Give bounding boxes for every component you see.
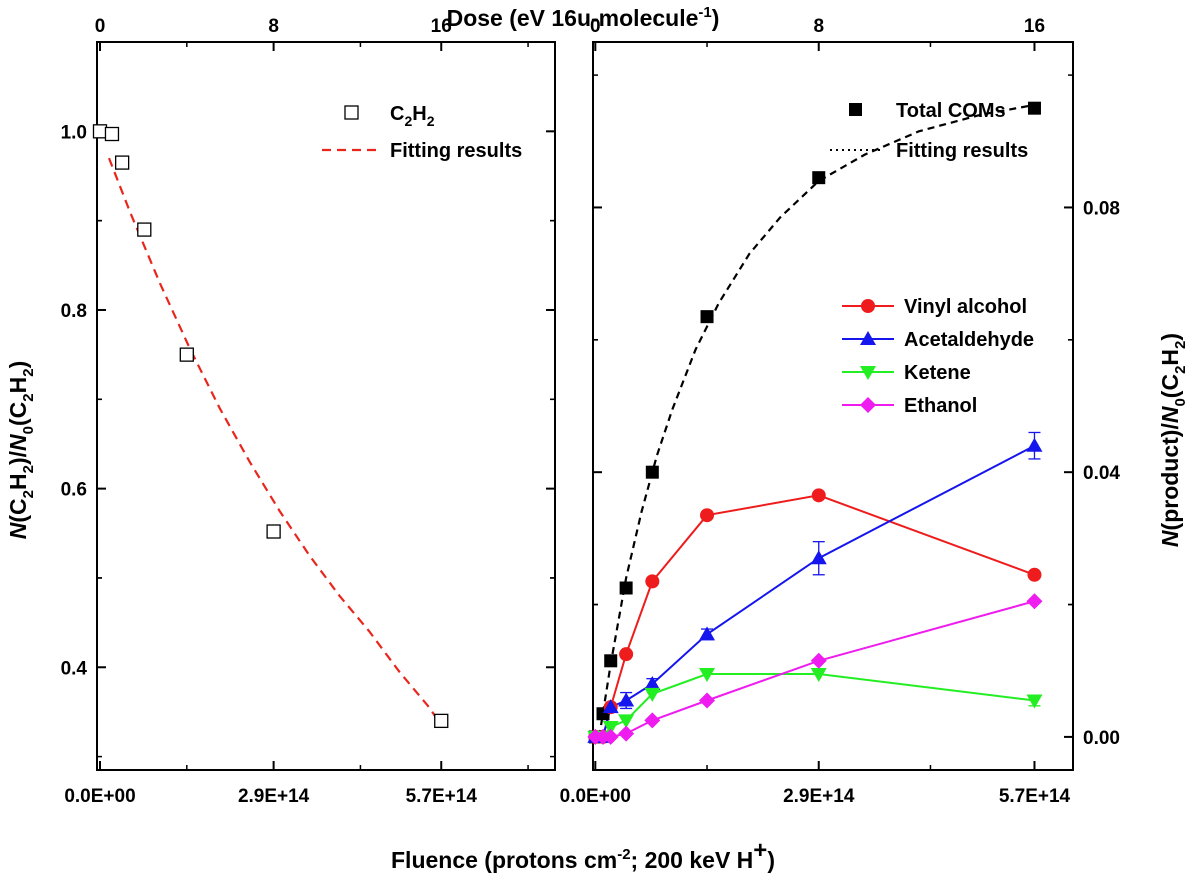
point-ethanol bbox=[644, 712, 661, 729]
y-tick-label: 0.00 bbox=[1083, 728, 1120, 749]
right-ticks: 0.0E+00 0 2.9E+14 8 5.7E+14 16 0.00 0.04 0.08 bbox=[560, 16, 1121, 807]
legend-label-ethanol: Ethanol bbox=[904, 395, 977, 417]
top-tick-label: 0 bbox=[95, 16, 106, 37]
legend-marker-acetaldehyde bbox=[860, 331, 876, 345]
x-tick-label: 0.0E+00 bbox=[560, 786, 631, 807]
point-ketene bbox=[810, 668, 827, 683]
point-ethanol bbox=[602, 728, 619, 745]
point-total-coms bbox=[619, 581, 633, 595]
legend-label-ketene: Ketene bbox=[904, 362, 971, 384]
legend-label-c2h2: C2H2 bbox=[390, 103, 435, 129]
point-total-coms bbox=[700, 310, 714, 324]
point-ketene bbox=[1026, 694, 1043, 709]
point-vinyl-alcohol bbox=[700, 508, 715, 523]
left-plot-area bbox=[92, 124, 449, 729]
top-tick-label: 0 bbox=[590, 16, 601, 37]
point-c2h2 bbox=[266, 524, 281, 539]
right-plot-frame bbox=[592, 41, 1074, 771]
top-tick-label: 8 bbox=[268, 16, 279, 37]
point-c2h2 bbox=[92, 124, 108, 139]
left-legend: C2H2 Fitting results bbox=[322, 103, 522, 162]
left-y-axis-title: N(C2H2)/N0(C2H2) bbox=[5, 361, 37, 540]
series-line-right-vinyl-alcohol bbox=[595, 494, 1035, 738]
point-ketene bbox=[699, 668, 716, 683]
left-ticks: 0.0E+00 0 2.9E+14 8 5.7E+14 16 0.4 0.6 0.8 1.0 bbox=[61, 16, 555, 807]
point-ethanol bbox=[810, 652, 827, 669]
top-tick-label: 16 bbox=[1024, 16, 1045, 37]
point-acetaldehyde bbox=[810, 550, 827, 565]
point-acetaldehyde bbox=[699, 626, 716, 641]
point-ethanol bbox=[618, 725, 635, 742]
legend-marker-c2h2 bbox=[344, 105, 359, 120]
point-vinyl-alcohol bbox=[619, 647, 634, 662]
point-c2h2 bbox=[434, 713, 449, 729]
legend-marker-ethanol bbox=[860, 397, 876, 413]
point-c2h2 bbox=[137, 222, 152, 237]
legend-label-right-fit: Fitting results bbox=[896, 140, 1028, 162]
legend-label-left-fit: Fitting results bbox=[390, 140, 522, 162]
x-tick-label: 2.9E+14 bbox=[783, 786, 855, 807]
y-tick-label: 0.04 bbox=[1083, 463, 1120, 484]
top-axis-title: Dose (eV 16u-molecule-1) bbox=[447, 4, 720, 31]
x-tick-label: 5.7E+14 bbox=[406, 786, 478, 807]
left-plot-frame bbox=[96, 41, 556, 771]
right-legend-top: Total COMs Fitting results bbox=[830, 100, 1028, 162]
top-tick-label: 16 bbox=[431, 16, 452, 37]
point-total-coms bbox=[812, 171, 826, 185]
point-acetaldehyde bbox=[618, 692, 635, 707]
point-c2h2 bbox=[114, 155, 130, 170]
x-tick-label: 5.7E+14 bbox=[999, 786, 1071, 807]
point-ketene bbox=[602, 720, 619, 735]
point-total-coms bbox=[604, 654, 618, 668]
fit-curve-left-fitting-results bbox=[107, 157, 443, 726]
legend-marker-ketene bbox=[860, 366, 876, 380]
top-tick-label: 8 bbox=[813, 16, 824, 37]
right-plot-area bbox=[587, 101, 1043, 745]
point-acetaldehyde bbox=[644, 675, 661, 690]
legend-marker-vinyl-alcohol bbox=[861, 299, 875, 313]
point-acetaldehyde bbox=[602, 699, 619, 714]
y-tick-label: 0.08 bbox=[1083, 198, 1120, 219]
point-ethanol bbox=[699, 692, 716, 709]
point-ethanol bbox=[1026, 593, 1043, 610]
point-c2h2 bbox=[179, 347, 194, 362]
point-ketene bbox=[644, 687, 661, 702]
x-tick-label: 2.9E+14 bbox=[238, 786, 310, 807]
y-tick-label: 1.0 bbox=[61, 122, 87, 143]
bottom-axis-title: Fluence (protons cm-2; 200 keV H+) bbox=[391, 837, 775, 873]
point-c2h2 bbox=[104, 126, 120, 142]
legend-label-total-coms: Total COMs bbox=[896, 100, 1006, 122]
legend-marker-total-coms bbox=[849, 103, 862, 116]
point-total-coms bbox=[645, 465, 659, 479]
right-y-axis-title: N(product)/N0(C2H2) bbox=[1157, 333, 1189, 547]
y-tick-label: 0.8 bbox=[61, 301, 87, 322]
series-line-right-ketene bbox=[595, 673, 1035, 738]
y-tick-label: 0.6 bbox=[61, 480, 87, 501]
legend-label-acetaldehyde: Acetaldehyde bbox=[904, 329, 1034, 351]
legend-label-vinyl-alcohol: Vinyl alcohol bbox=[904, 296, 1027, 318]
point-vinyl-alcohol bbox=[1027, 567, 1042, 582]
fit-curve-right-fitting-results bbox=[598, 103, 1035, 738]
point-ketene bbox=[618, 714, 635, 729]
right-legend-products: Vinyl alcohol Acetaldehyde Ketene Ethano… bbox=[842, 296, 1034, 417]
point-vinyl-alcohol bbox=[811, 488, 826, 503]
point-acetaldehyde bbox=[1026, 437, 1043, 452]
point-vinyl-alcohol bbox=[645, 574, 660, 589]
y-tick-label: 0.4 bbox=[61, 658, 88, 679]
point-total-coms bbox=[1027, 101, 1041, 115]
x-tick-label: 0.0E+00 bbox=[64, 786, 135, 807]
